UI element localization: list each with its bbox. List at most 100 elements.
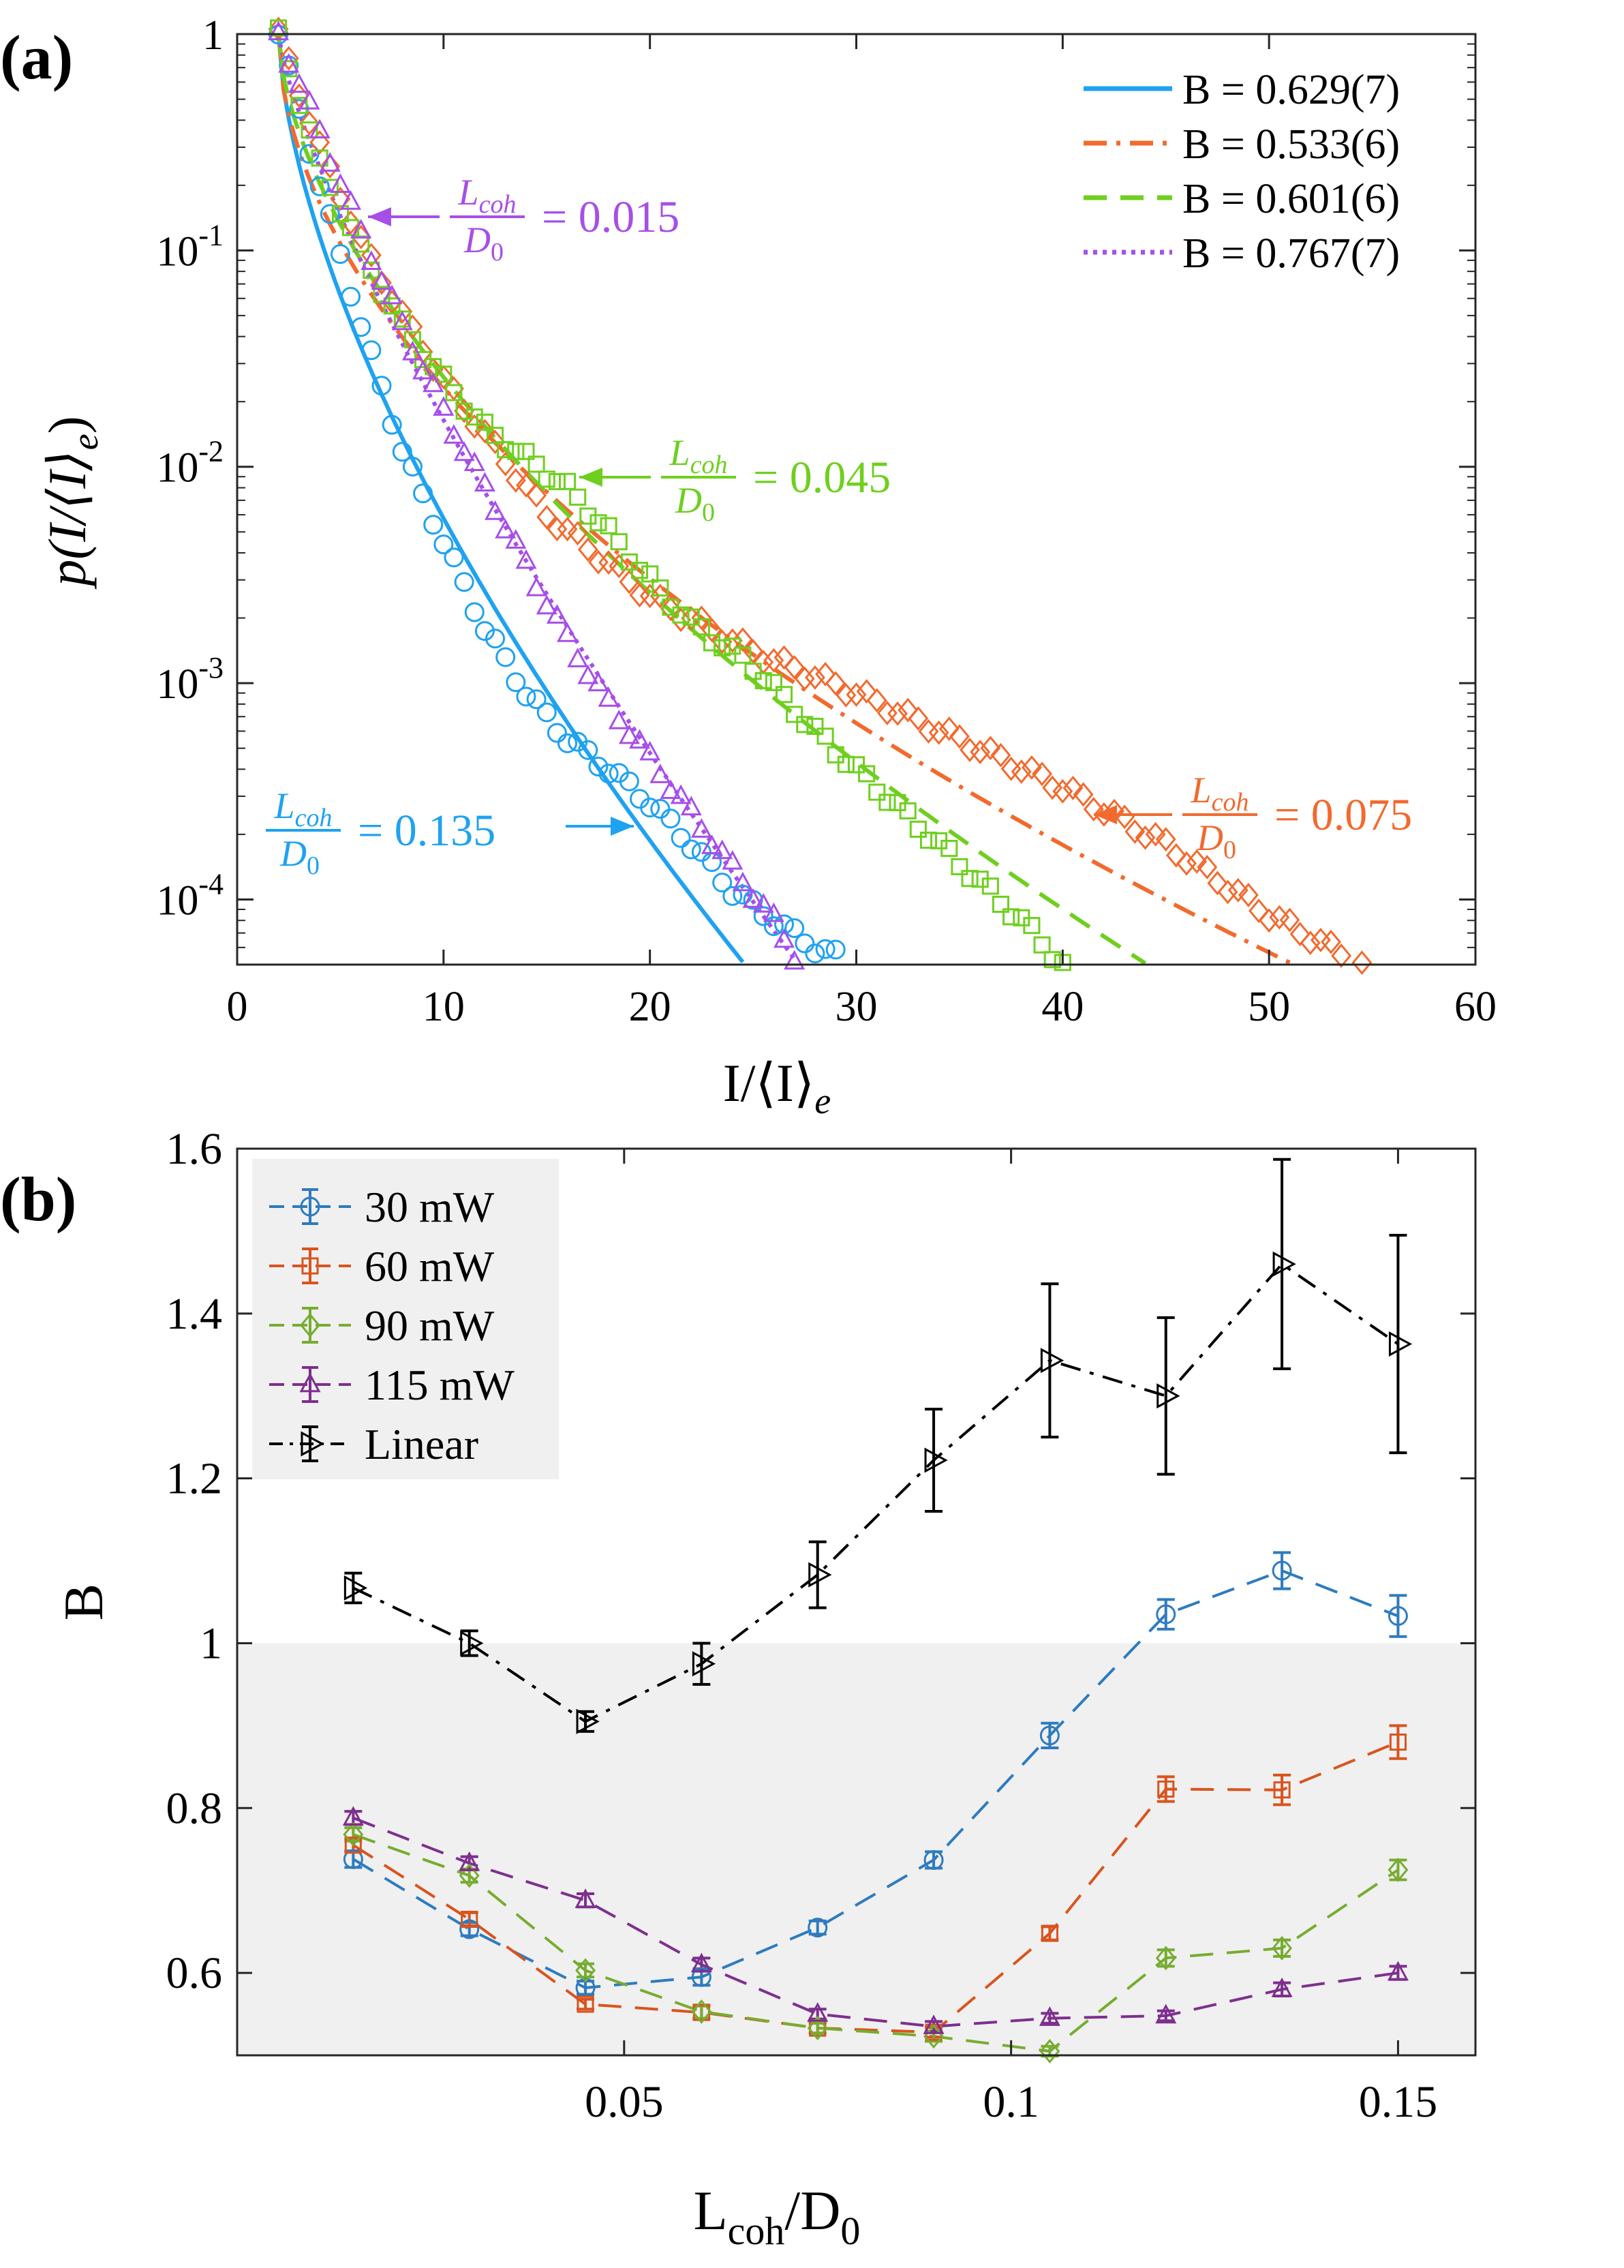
panel-b-label: (b) <box>0 1164 76 1234</box>
data-point <box>507 442 525 460</box>
data-point <box>744 663 762 680</box>
data-point <box>908 706 929 731</box>
data-point <box>351 317 371 337</box>
data-point <box>629 729 651 749</box>
annot-value: = 0.015 <box>542 192 679 242</box>
data-point <box>1083 797 1104 822</box>
data-point <box>320 154 341 179</box>
legend-label-b: 30 mW <box>365 1183 495 1231</box>
data-point <box>732 627 753 652</box>
annot-den-sub: 0 <box>1223 836 1236 864</box>
annot-den-sub: 0 <box>307 851 320 880</box>
data-point <box>815 662 836 686</box>
data-point <box>1157 1780 1175 1798</box>
data-point <box>474 621 495 641</box>
annot-value: = 0.135 <box>358 806 495 856</box>
y-tick-label-a: 10-3 <box>156 651 224 708</box>
data-point <box>660 808 681 829</box>
data-point <box>961 870 979 888</box>
data-point <box>1271 1977 1293 1997</box>
data-point <box>567 648 589 667</box>
data-point <box>660 779 681 800</box>
x-label-sub: e <box>814 1080 831 1121</box>
data-point <box>866 688 887 713</box>
annot-value: = 0.075 <box>1274 790 1412 840</box>
data-point <box>682 608 700 626</box>
series-line <box>352 1740 1399 2034</box>
data-point <box>474 472 495 492</box>
data-point <box>847 756 865 774</box>
data-point <box>1073 782 1094 807</box>
data-point <box>722 849 744 870</box>
y-ticks-a: 110-110-210-310-4 <box>156 12 1475 965</box>
series-line <box>352 1569 1399 1989</box>
data-point <box>1388 1331 1413 1357</box>
y-tick-label-b: 1.6 <box>166 1124 223 1174</box>
data-point <box>575 1958 596 1983</box>
data-point <box>773 645 795 670</box>
data-point <box>1289 922 1311 947</box>
data-point <box>774 914 795 935</box>
data-point <box>320 204 340 224</box>
data-point <box>392 442 412 462</box>
data-point <box>784 950 806 970</box>
data-point <box>773 928 795 948</box>
data-point <box>342 1806 364 1826</box>
data-point <box>815 939 836 959</box>
y-tick-label-a: 10-2 <box>156 435 224 492</box>
data-point <box>807 2016 828 2041</box>
data-point <box>1043 951 1061 969</box>
data-point <box>712 873 733 893</box>
data-point <box>290 97 308 115</box>
data-point <box>548 473 566 491</box>
data-point <box>288 73 310 93</box>
data-point <box>796 716 814 734</box>
data-point <box>1039 2039 1060 2063</box>
data-point <box>371 270 392 295</box>
data-point <box>361 340 382 361</box>
annot-denominator: D0 <box>463 220 504 267</box>
data-point <box>1156 1383 1180 1409</box>
legend-label-a: B = 0.601(6) <box>1182 176 1400 222</box>
data-point <box>454 398 475 423</box>
data-point <box>459 1851 480 1871</box>
data-point <box>403 331 421 348</box>
data-point <box>402 456 423 477</box>
data-point <box>765 674 782 691</box>
data-point <box>536 504 557 530</box>
data-point <box>505 468 526 493</box>
data-point <box>341 286 361 307</box>
data-point <box>423 372 444 393</box>
annot-num-main: L <box>669 432 690 473</box>
data-point <box>343 1575 368 1601</box>
shaded-region-b <box>237 1643 1475 2055</box>
x-tick-label-a: 60 <box>1454 984 1497 1030</box>
data-point <box>587 671 609 692</box>
data-point <box>660 596 681 621</box>
data-point <box>805 943 825 964</box>
data-point <box>734 646 752 664</box>
fit-line <box>276 33 1147 965</box>
y-tick-label-b: 0.6 <box>166 1948 223 1998</box>
data-point <box>609 554 630 579</box>
data-point <box>486 427 504 444</box>
data-point <box>330 244 350 264</box>
legend-label-a: B = 0.533(6) <box>1182 121 1400 168</box>
data-point <box>433 396 455 416</box>
data-point <box>619 771 639 791</box>
series-lines-b <box>352 1262 1399 2053</box>
y-tick-label-b: 1.2 <box>166 1454 223 1504</box>
y-axis-label-b: B <box>52 1584 114 1621</box>
data-point <box>1388 1858 1409 1882</box>
data-point <box>298 89 320 110</box>
data-point <box>837 755 855 773</box>
data-point <box>691 605 712 631</box>
data-point <box>577 537 598 562</box>
x-axis-label-b: Lcoh/D0 <box>694 2179 861 2253</box>
data-point <box>567 521 588 546</box>
x-label-b-mid: /D <box>784 2179 840 2241</box>
data-point <box>371 376 392 396</box>
data-point <box>649 763 671 783</box>
data-point <box>608 710 630 729</box>
data-point <box>630 562 649 579</box>
